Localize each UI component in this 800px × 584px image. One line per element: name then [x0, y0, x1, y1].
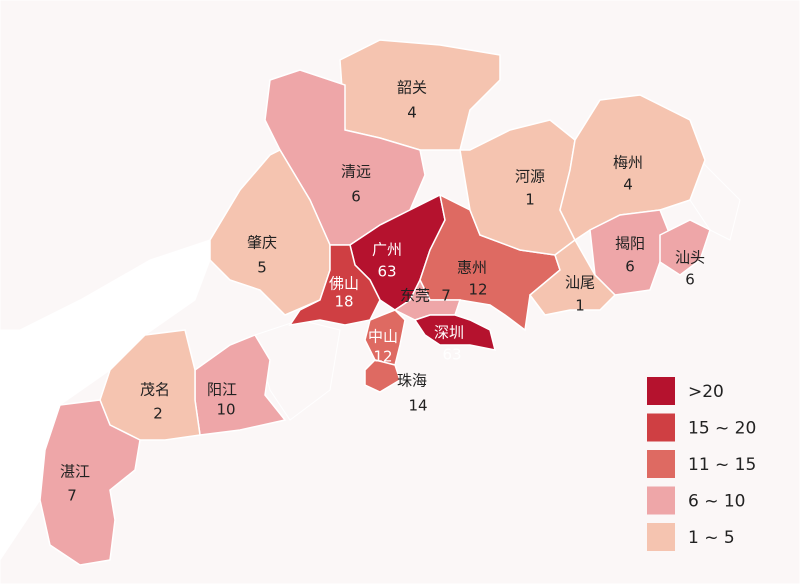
region-value: 1	[525, 191, 535, 209]
region-value: 6	[685, 271, 695, 289]
legend-label: >20	[688, 382, 724, 402]
region-name: 揭阳	[615, 235, 645, 253]
region-value: 5	[257, 259, 267, 277]
region-value: 1	[575, 297, 585, 315]
region	[364, 359, 401, 393]
region-value: 14	[408, 397, 427, 415]
region-name: 中山	[368, 328, 398, 346]
region-name: 汕头	[675, 249, 705, 267]
regions	[39, 39, 711, 566]
region-name: 阳江	[207, 381, 237, 399]
region-value: 7	[441, 287, 451, 305]
region-value: 4	[623, 176, 633, 194]
legend-swatch	[647, 486, 675, 515]
region-value: 2	[153, 405, 163, 423]
region-name: 惠州	[457, 259, 487, 277]
legend-label: 6 ~ 10	[688, 492, 746, 512]
region	[364, 309, 406, 366]
region-name: 汕尾	[565, 274, 595, 292]
legend-swatch	[647, 413, 675, 442]
legend-label: 1 ~ 5	[688, 528, 735, 548]
region	[99, 329, 201, 441]
region-value: 7	[67, 487, 77, 505]
region-value: 4	[407, 104, 417, 122]
legend-label: 11 ~ 15	[688, 455, 756, 475]
region-name: 茂名	[140, 381, 170, 399]
region	[288, 244, 381, 327]
legend-swatch	[647, 377, 675, 405]
region-value: 18	[334, 293, 353, 311]
legend-swatch	[647, 450, 675, 478]
region-value: 63	[377, 263, 396, 281]
region-name: 广州	[372, 241, 402, 259]
region-name: 清远	[341, 163, 371, 181]
region	[528, 238, 617, 316]
region-value: 12	[468, 281, 487, 299]
legend: >20 15 ~ 20 11 ~ 15 6 ~ 10 1 ~ 5	[647, 377, 756, 551]
region-name: 珠海	[397, 372, 427, 390]
region	[39, 399, 141, 566]
region-name: 韶关	[397, 79, 427, 97]
region-value: 63	[442, 346, 461, 364]
labels: 韶关 4 清远 6 肇庆 5 广州 63 佛山 18 惠州 12 东莞 7 深圳…	[60, 79, 705, 505]
region-value: 6	[351, 188, 361, 206]
region-name: 佛山	[329, 275, 359, 293]
region-name: 肇庆	[247, 234, 277, 252]
legend-swatch	[647, 523, 675, 551]
region-name: 东莞	[400, 287, 430, 305]
legend-label: 15 ~ 20	[688, 419, 756, 439]
region	[659, 219, 711, 276]
region-value: 10	[216, 401, 235, 419]
region-name: 河源	[515, 168, 545, 186]
region-name: 梅州	[613, 154, 643, 172]
region	[413, 314, 497, 351]
region-name: 湛江	[60, 463, 90, 481]
region-value: 12	[373, 348, 392, 366]
region-name: 深圳	[434, 324, 464, 342]
region-value: 6	[625, 258, 635, 276]
